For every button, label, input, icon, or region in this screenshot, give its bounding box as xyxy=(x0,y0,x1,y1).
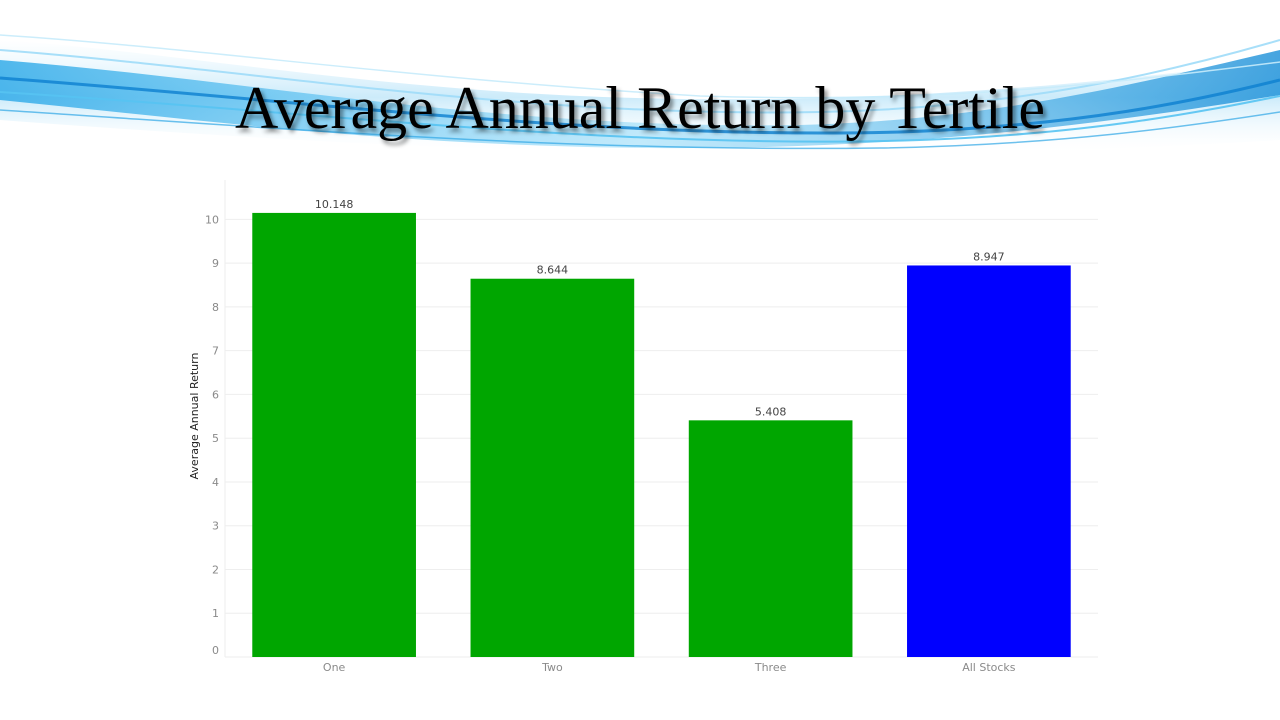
bar-three xyxy=(688,420,853,657)
x-category-label: Three xyxy=(754,661,787,674)
y-tick-label: 6 xyxy=(212,388,219,401)
bar-two xyxy=(470,278,635,657)
y-tick-label: 0 xyxy=(212,644,219,657)
y-tick-label: 2 xyxy=(212,563,219,576)
x-category-label: Two xyxy=(541,661,563,674)
y-axis-title: Average Annual Return xyxy=(188,353,201,480)
data-label: 8.947 xyxy=(973,250,1005,263)
y-tick-label: 1 xyxy=(212,607,219,620)
y-tick-label: 10 xyxy=(205,213,219,226)
bars xyxy=(252,212,1071,657)
slide-title: Average Annual Return by Tertile xyxy=(235,75,1045,141)
y-tick-label: 3 xyxy=(212,520,219,533)
y-tick-label: 9 xyxy=(212,257,219,270)
y-tick-label: 5 xyxy=(212,432,219,445)
y-axis: 0 1 2 3 4 5 6 7 8 9 10 xyxy=(205,180,226,657)
y-tick-label: 7 xyxy=(212,345,219,358)
data-label: 10.148 xyxy=(315,198,354,211)
wave-banner-decoration xyxy=(0,34,1280,155)
bar-all-stocks xyxy=(907,265,1071,657)
y-tick-label: 8 xyxy=(212,301,219,314)
x-category-label: One xyxy=(323,661,346,674)
labels: 10.148 One 8.644 Two 5.408 Three 8.947 All Stoc… xyxy=(315,198,1016,674)
y-tick-label: 4 xyxy=(212,476,219,489)
bar-one xyxy=(252,212,416,657)
data-label: 5.408 xyxy=(755,405,787,418)
x-category-label: All Stocks xyxy=(962,661,1016,674)
data-label: 8.644 xyxy=(537,264,569,277)
